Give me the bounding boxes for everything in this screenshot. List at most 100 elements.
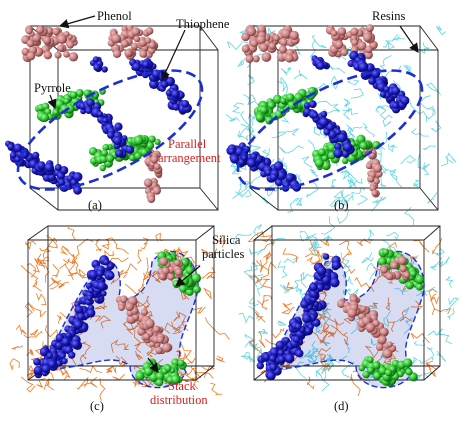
atom: [102, 117, 109, 124]
atom: [86, 308, 96, 318]
atom: [132, 62, 141, 72]
molecule-stick: [36, 253, 46, 269]
molecule-stick: [386, 318, 395, 333]
atom: [75, 89, 84, 97]
molecule-stick: [238, 312, 255, 325]
molecule-stick: [257, 295, 272, 306]
atom: [144, 367, 153, 376]
atom: [153, 163, 161, 170]
atom: [371, 189, 379, 197]
atom: [335, 128, 342, 136]
thiophene-molecules: [256, 253, 342, 381]
molecule-stick: [433, 247, 445, 257]
atom: [39, 347, 49, 357]
atom: [264, 169, 272, 177]
atom: [266, 371, 276, 381]
molecule-stick: [60, 368, 71, 381]
atom: [165, 89, 173, 97]
molecule-stick: [27, 369, 40, 379]
atom: [309, 282, 318, 292]
atom: [277, 355, 286, 364]
atom: [304, 327, 312, 335]
atom: [331, 261, 341, 270]
atom: [86, 294, 93, 301]
atom: [70, 91, 78, 99]
molecule-stick: [346, 124, 363, 133]
atom: [360, 305, 367, 313]
molecule-stick: [445, 297, 459, 313]
atom: [269, 363, 278, 371]
molecule-stick: [238, 123, 249, 138]
pyrrole-molecules: [35, 87, 161, 172]
atom: [316, 61, 325, 70]
atom: [152, 186, 161, 195]
atom: [283, 337, 290, 344]
atom: [368, 77, 376, 85]
molecule-stick: [380, 176, 387, 187]
molecule-stick: [382, 114, 393, 128]
atom: [312, 112, 319, 119]
phenol-molecules: [21, 25, 163, 204]
molecule-stick: [413, 239, 430, 253]
atom: [369, 184, 377, 192]
molecule-stick: [225, 113, 240, 122]
atom: [302, 313, 312, 324]
atom: [379, 327, 389, 337]
molecule-stick: [279, 284, 290, 293]
molecule-stick: [320, 324, 332, 345]
atom: [365, 322, 376, 333]
atom: [318, 117, 329, 128]
molecule-stick: [347, 179, 358, 188]
molecule-stick: [400, 154, 417, 165]
molecule-stick: [347, 107, 359, 115]
atom: [130, 42, 139, 51]
molecule-stick: [143, 299, 151, 309]
molecule-stick: [99, 378, 106, 402]
molecule-stick: [204, 317, 230, 340]
atom: [367, 175, 375, 183]
molecule-stick: [115, 355, 127, 368]
molecule-stick: [356, 238, 372, 247]
atom: [269, 354, 277, 362]
atom: [262, 353, 271, 361]
atom: [133, 35, 140, 42]
atom: [340, 48, 349, 57]
molecule-stick: [20, 265, 39, 282]
atom: [92, 56, 99, 63]
molecule-stick: [105, 237, 129, 255]
molecule-stick: [282, 247, 298, 263]
atom: [280, 97, 287, 105]
atom: [63, 98, 70, 105]
molecule-stick: [341, 109, 351, 120]
stack-label-line1: Stack: [168, 379, 197, 393]
atom: [170, 374, 181, 385]
molecule-stick: [57, 314, 62, 324]
atom: [54, 51, 62, 59]
panel-caption: (b): [334, 198, 349, 212]
atom: [73, 185, 82, 195]
molecule-stick: [185, 256, 195, 265]
atom: [118, 304, 125, 311]
molecule-stick: [201, 248, 218, 260]
atom: [256, 34, 266, 45]
atom: [26, 39, 35, 48]
molecule-stick: [418, 95, 434, 115]
atom: [373, 163, 383, 173]
atom: [383, 86, 390, 93]
atom: [378, 366, 387, 375]
molecule-stick: [110, 339, 120, 353]
atom: [65, 332, 72, 339]
molecule-stick: [133, 329, 142, 347]
atom: [99, 164, 107, 172]
molecule-stick: [237, 58, 245, 68]
molecule-stick: [287, 197, 301, 213]
atom: [292, 335, 301, 343]
molecule-stick: [417, 42, 430, 54]
molecule-stick: [101, 238, 110, 250]
atom: [85, 107, 92, 114]
molecule-stick: [266, 181, 275, 197]
pyrrole-label: Pyrrole: [34, 81, 71, 95]
atom: [390, 261, 399, 270]
atom: [246, 158, 257, 168]
atom: [40, 113, 50, 123]
